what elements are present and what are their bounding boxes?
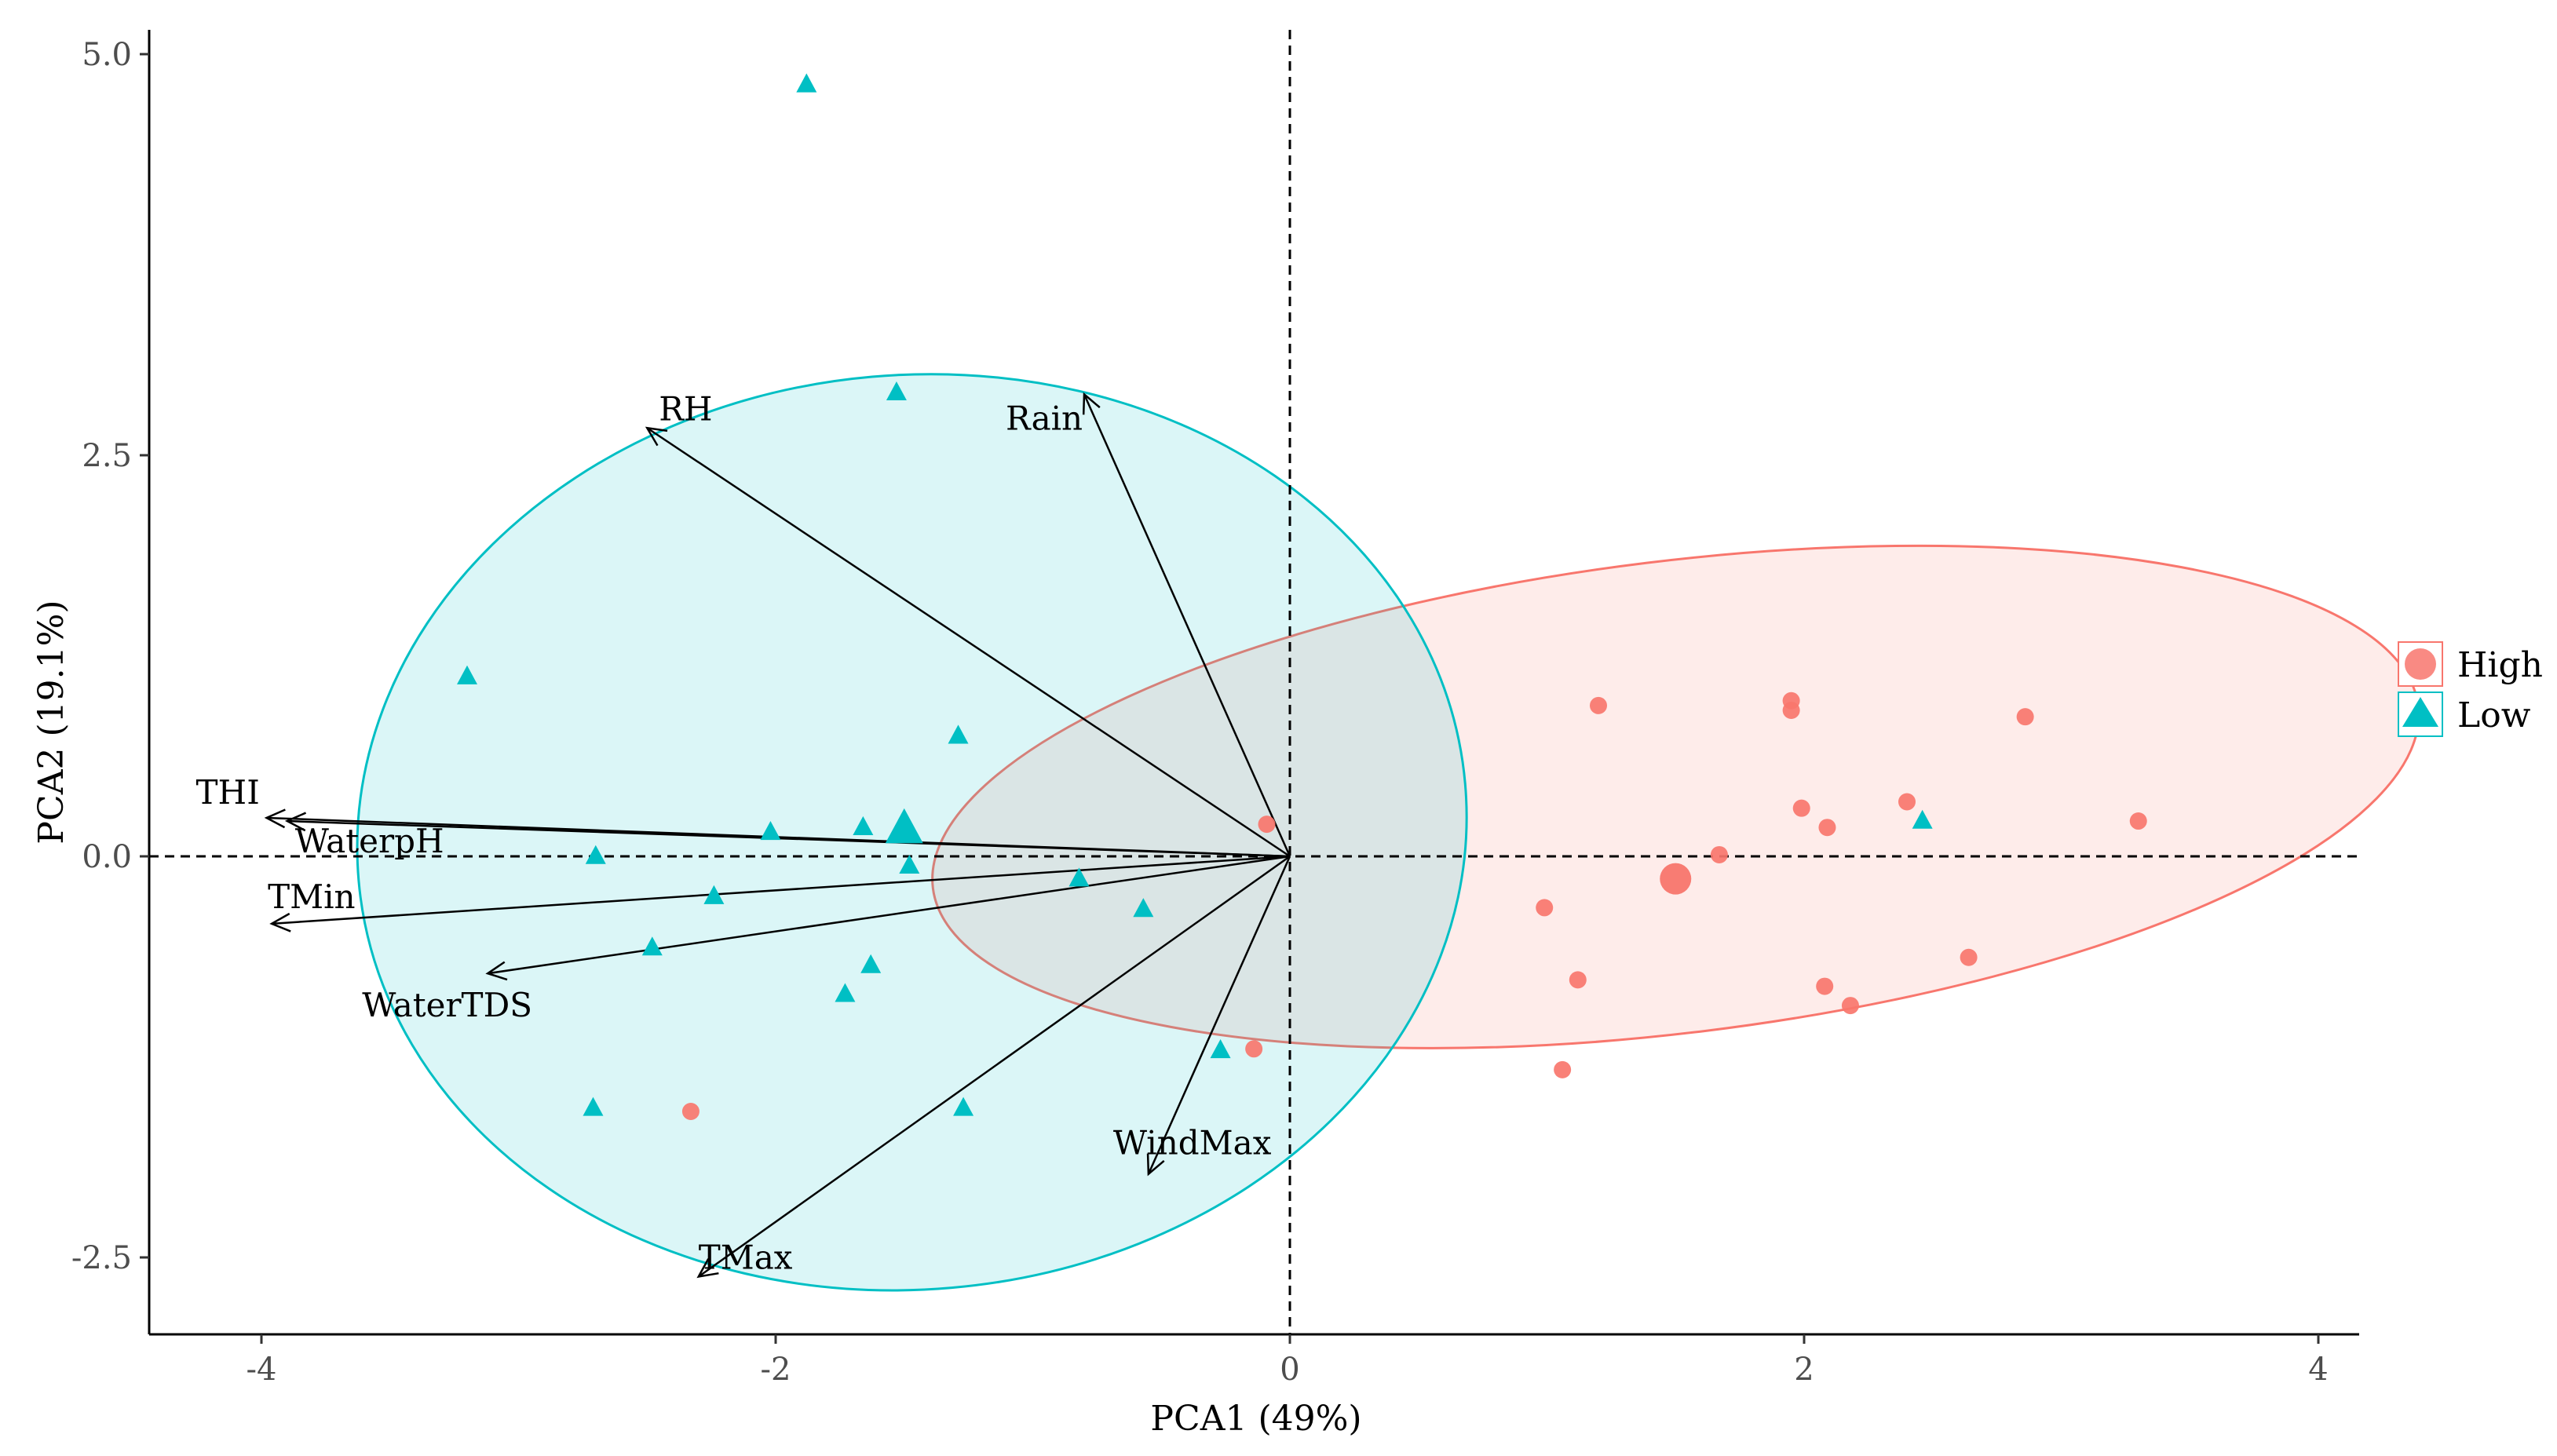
point-high [1590, 696, 1607, 714]
legend: High Low [2398, 641, 2543, 737]
point-high [1898, 793, 1916, 811]
point-low [796, 73, 817, 93]
point-low [1068, 867, 1090, 887]
loading-label-thi: THI [196, 773, 260, 812]
loading-label-rh: RH [659, 389, 712, 428]
arrowhead-thi [264, 808, 286, 829]
y-tick-label: -2.5 [71, 1240, 132, 1276]
y-tick-label: 5.0 [82, 37, 132, 73]
point-high [1710, 845, 1728, 863]
loading-arrow-rain [1083, 393, 1291, 857]
legend-swatch-low [2402, 697, 2438, 727]
legend-swatch-high [2405, 648, 2436, 680]
y-axis-title: PCA2 (19.1%) [31, 600, 71, 844]
point-low [703, 885, 725, 904]
point-high [1782, 701, 1800, 719]
axes: -4 -2 0 2 4 -2.5 0.0 2.5 5.0 [71, 30, 2359, 1388]
arrowhead-rh [645, 426, 668, 447]
y-tick-label: 2.5 [82, 438, 132, 474]
point-low [1210, 1039, 1231, 1059]
loading-label-watertds: WaterTDS [362, 986, 532, 1024]
point-high [2129, 812, 2147, 830]
legend-entry-low: Low [2398, 692, 2531, 737]
point-low [457, 665, 477, 684]
point-low [585, 845, 606, 864]
point-low [886, 381, 907, 401]
point-low [760, 821, 781, 841]
point-low [641, 936, 663, 956]
point-low [953, 1097, 974, 1116]
arrowhead-watertds [485, 961, 508, 981]
data-points [457, 73, 2147, 1120]
point-low [853, 816, 874, 835]
point-low [1912, 809, 1933, 829]
point-low [835, 983, 856, 1002]
loading-arrow-tmax [698, 855, 1291, 1278]
point-high [1841, 997, 1859, 1015]
point-high [1258, 816, 1276, 834]
point-high [1536, 899, 1554, 917]
centroid-low [885, 808, 923, 844]
legend-label-high: High [2457, 645, 2543, 685]
reference-lines [149, 30, 2359, 1334]
y-tick-label: 0.0 [82, 839, 132, 875]
loading-arrow-watertds [488, 855, 1291, 975]
loading-label-rain: Rain [1006, 399, 1083, 437]
loading-arrow-waterph [287, 819, 1291, 858]
legend-entry-high: High [2398, 641, 2543, 687]
loading-arrow-windmax [1147, 856, 1291, 1175]
x-tick-label: -4 [247, 1352, 277, 1388]
centroid-high [1660, 863, 1692, 895]
legend-label-low: Low [2457, 695, 2531, 735]
point-low [948, 724, 969, 744]
arrowhead-waterph [284, 812, 307, 832]
x-tick-label: -2 [761, 1352, 791, 1388]
loading-label-windmax: WindMax [1113, 1124, 1272, 1162]
loading-arrow-rh [646, 427, 1291, 858]
point-high [1554, 1060, 1572, 1078]
point-low [1133, 898, 1154, 918]
point-high [1569, 971, 1587, 989]
point-low [583, 1097, 604, 1116]
x-tick-label: 0 [1280, 1352, 1299, 1388]
arrowhead-tmax [696, 1258, 719, 1279]
x-axis-title: PCA1 (49%) [1150, 1399, 1361, 1439]
loading-label-tmin: TMin [268, 878, 356, 916]
point-low [899, 854, 920, 874]
arrowhead-windmax [1146, 1153, 1165, 1177]
loading-label-tmax: TMax [699, 1239, 793, 1277]
point-high [1960, 948, 1978, 966]
point-high [1818, 819, 1836, 837]
arrowhead-tmin [269, 912, 291, 932]
point-high [1792, 799, 1810, 817]
point-high [681, 1102, 700, 1120]
point-high [1816, 977, 1834, 995]
loading-arrow-tmin [272, 855, 1291, 925]
arrowhead-rain [1082, 392, 1101, 415]
loading-label-waterph: WaterpH [295, 822, 444, 860]
x-tick-label: 4 [2308, 1352, 2328, 1388]
loading-arrows: THI WaterpH TMin WaterTDS RH Rain WindMax TMax [196, 389, 1291, 1279]
point-high [1245, 1040, 1263, 1058]
point-low [860, 954, 882, 973]
x-tick-label: 2 [1794, 1352, 1814, 1388]
point-high [2016, 708, 2034, 726]
